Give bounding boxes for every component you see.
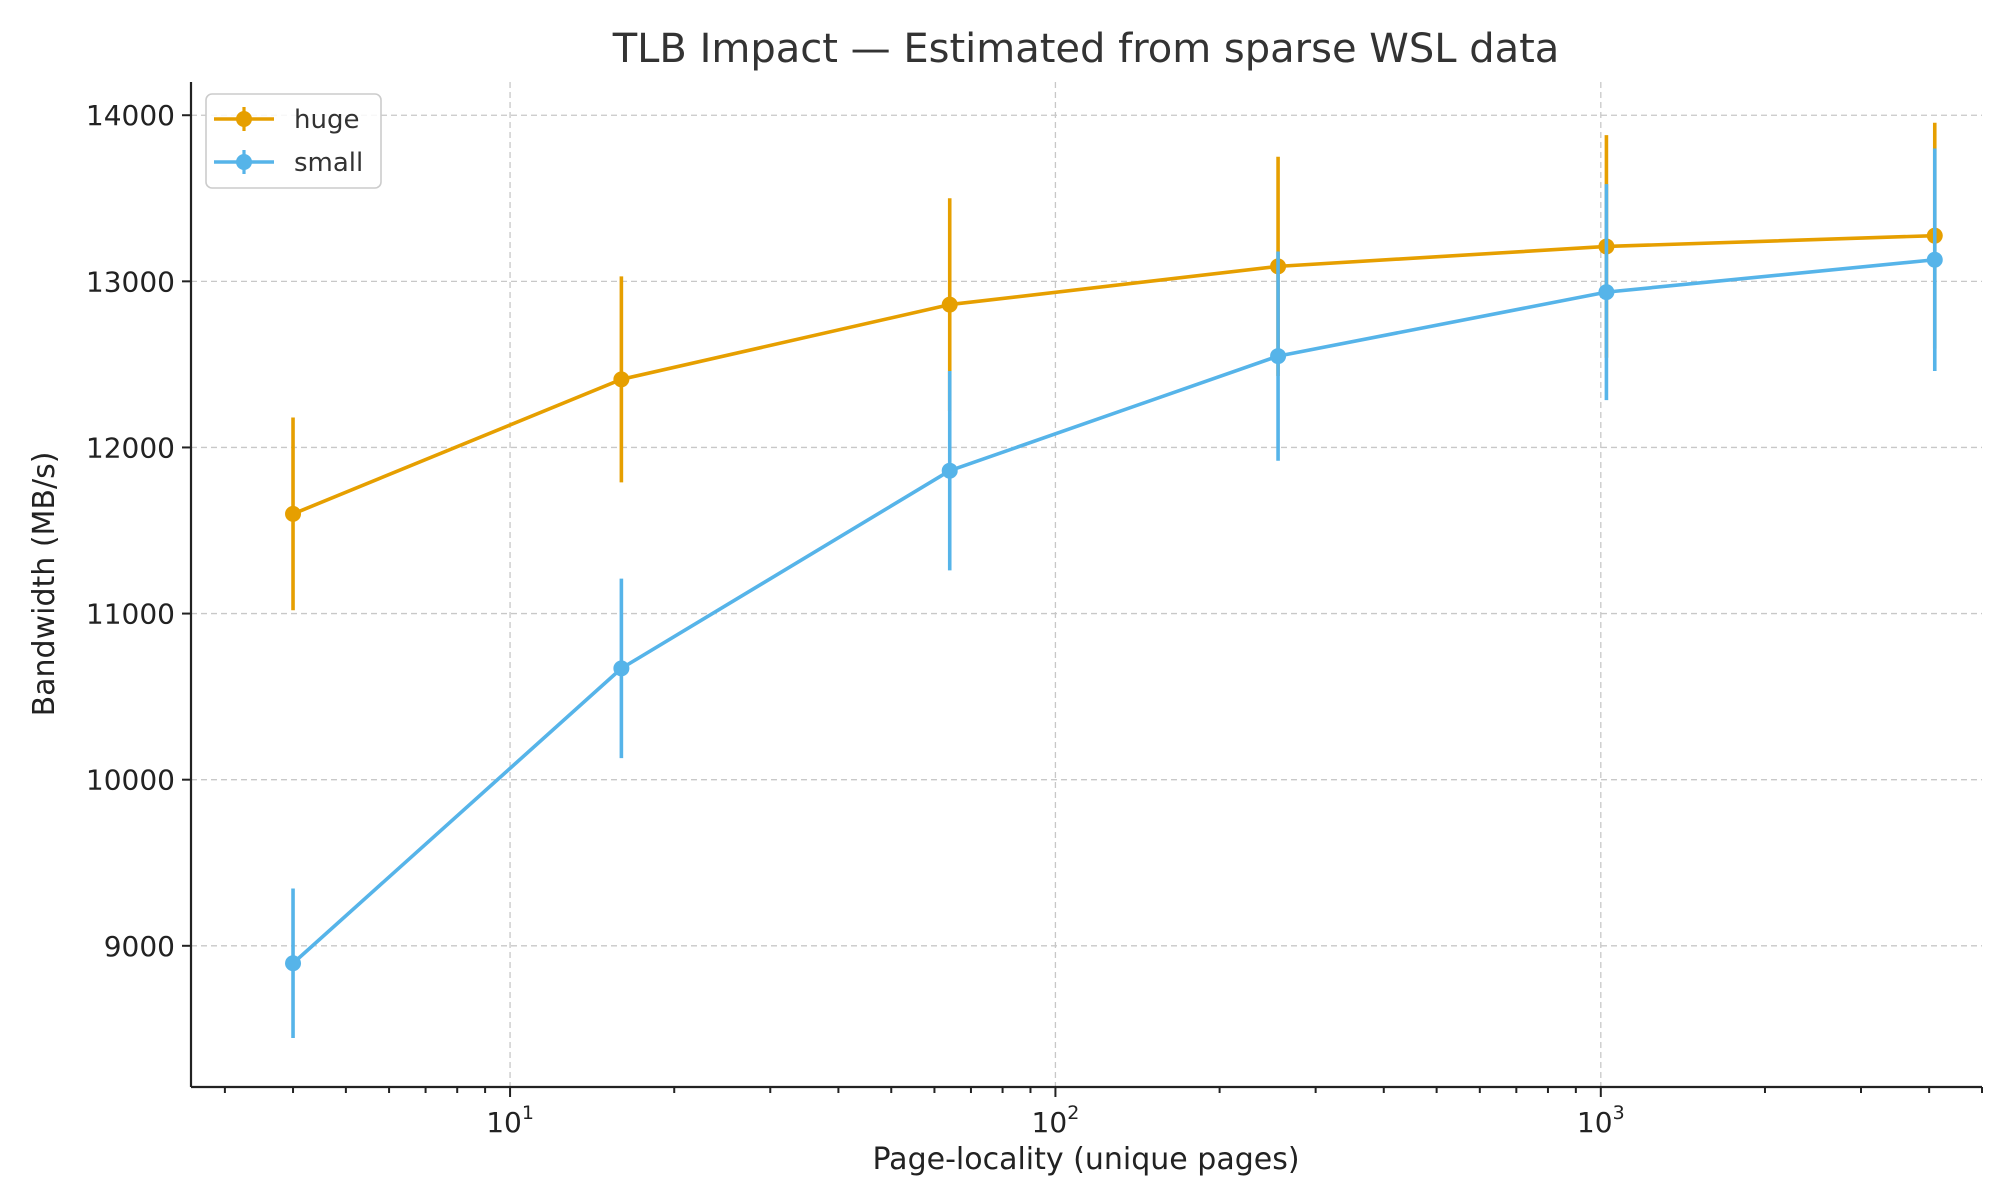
y-tick-label: 14000	[86, 99, 175, 132]
x-axis-label: Page-locality (unique pages)	[872, 1142, 1299, 1177]
data-point	[613, 660, 630, 677]
chart-title: TLB Impact — Estimated from sparse WSL d…	[612, 26, 1560, 72]
data-point	[285, 955, 302, 972]
legend-marker	[236, 154, 252, 170]
legend: huge small	[205, 93, 382, 189]
y-tick-label: 11000	[86, 598, 175, 631]
data-point	[1926, 251, 1943, 268]
y-axis-label: Bandwidth (MB/s)	[27, 452, 62, 717]
legend-marker	[236, 111, 252, 127]
data-point	[285, 505, 302, 522]
data-point	[1598, 284, 1615, 301]
y-tick-label: 10000	[86, 764, 175, 797]
data-point	[941, 296, 958, 313]
data-point	[613, 371, 630, 388]
x-tick-label: 101	[486, 1102, 534, 1139]
y-tick-label: 12000	[86, 431, 175, 464]
x-tick-label: 103	[1577, 1102, 1625, 1139]
series-line	[291, 257, 1935, 965]
legend-label: huge	[294, 105, 359, 135]
ticks: 9000 10000 11000 12000 13000 14000 101 102 103	[86, 99, 1983, 1139]
legend-label: small	[294, 148, 363, 178]
axes	[189, 82, 1982, 1089]
series-huge	[285, 122, 1943, 611]
legend-entry-small: small	[214, 148, 363, 178]
series-line	[292, 233, 1935, 516]
data-point	[941, 462, 958, 479]
legend-entry-huge: huge	[214, 105, 359, 135]
grid-lines	[191, 82, 1982, 1087]
y-tick-label: 13000	[86, 265, 175, 298]
data-point	[1270, 348, 1287, 365]
x-tick-label: 102	[1032, 1102, 1080, 1139]
series-layer	[285, 122, 1943, 1038]
series-small	[285, 148, 1943, 1038]
y-tick-label: 9000	[104, 930, 175, 963]
